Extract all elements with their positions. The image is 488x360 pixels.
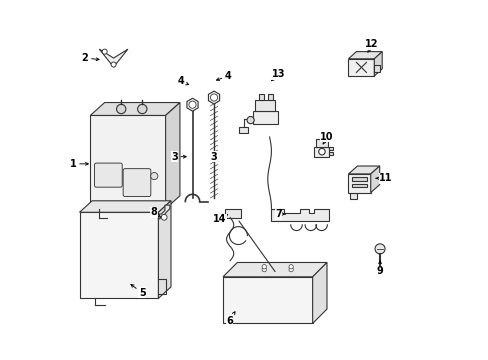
- Polygon shape: [312, 262, 326, 323]
- Polygon shape: [373, 64, 379, 72]
- Circle shape: [288, 267, 293, 272]
- Text: 14: 14: [213, 215, 227, 224]
- Polygon shape: [351, 177, 366, 181]
- Polygon shape: [348, 59, 373, 76]
- Polygon shape: [158, 205, 169, 220]
- Polygon shape: [258, 94, 264, 100]
- Circle shape: [188, 101, 196, 108]
- Text: 12: 12: [365, 40, 378, 53]
- Text: 6: 6: [225, 312, 235, 325]
- FancyBboxPatch shape: [94, 163, 122, 187]
- Polygon shape: [267, 94, 272, 100]
- Text: 4: 4: [177, 76, 188, 86]
- Polygon shape: [158, 201, 171, 298]
- Text: 8: 8: [150, 207, 160, 217]
- Circle shape: [150, 172, 158, 180]
- Polygon shape: [165, 103, 180, 209]
- Circle shape: [111, 62, 116, 67]
- Polygon shape: [329, 152, 332, 155]
- Polygon shape: [348, 166, 379, 174]
- Polygon shape: [223, 277, 312, 323]
- Circle shape: [262, 265, 266, 269]
- Polygon shape: [254, 100, 275, 111]
- Text: 9: 9: [376, 261, 383, 276]
- Polygon shape: [271, 209, 328, 221]
- Polygon shape: [90, 116, 165, 209]
- Circle shape: [374, 244, 384, 254]
- Text: 4: 4: [216, 71, 231, 81]
- Polygon shape: [99, 49, 128, 67]
- Polygon shape: [349, 193, 357, 199]
- Polygon shape: [239, 127, 247, 134]
- Circle shape: [102, 49, 107, 54]
- Polygon shape: [223, 262, 326, 277]
- Polygon shape: [186, 98, 198, 111]
- Circle shape: [161, 215, 167, 220]
- Circle shape: [116, 104, 125, 114]
- FancyBboxPatch shape: [123, 169, 150, 197]
- Circle shape: [210, 94, 217, 101]
- Polygon shape: [225, 209, 240, 218]
- Polygon shape: [208, 91, 219, 104]
- Text: 3: 3: [210, 152, 217, 162]
- Polygon shape: [351, 184, 366, 187]
- Circle shape: [276, 214, 280, 218]
- Circle shape: [262, 267, 266, 272]
- Text: 1: 1: [70, 159, 88, 169]
- Polygon shape: [253, 111, 277, 125]
- Polygon shape: [80, 201, 171, 212]
- Text: 5: 5: [131, 284, 145, 298]
- Polygon shape: [90, 103, 180, 116]
- Polygon shape: [370, 166, 379, 193]
- Polygon shape: [373, 51, 382, 76]
- Polygon shape: [329, 147, 332, 150]
- Polygon shape: [348, 51, 382, 59]
- Text: 3: 3: [171, 152, 186, 162]
- Circle shape: [288, 265, 293, 269]
- Circle shape: [246, 117, 254, 124]
- Polygon shape: [314, 147, 329, 157]
- Text: 13: 13: [271, 69, 285, 81]
- Text: 10: 10: [320, 132, 333, 144]
- Polygon shape: [80, 212, 158, 298]
- Circle shape: [137, 104, 147, 114]
- Text: 2: 2: [81, 53, 99, 63]
- Circle shape: [318, 148, 325, 155]
- Polygon shape: [316, 139, 327, 147]
- Polygon shape: [348, 174, 370, 193]
- Text: 11: 11: [375, 173, 392, 183]
- Text: 7: 7: [275, 209, 285, 219]
